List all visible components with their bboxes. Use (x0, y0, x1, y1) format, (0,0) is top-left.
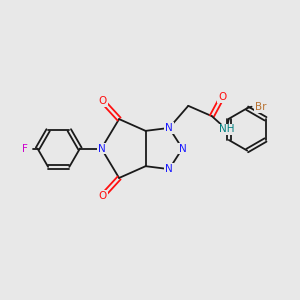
Text: O: O (99, 190, 107, 201)
Text: O: O (218, 92, 226, 102)
Text: N: N (165, 123, 173, 133)
Text: Br: Br (255, 102, 266, 112)
Text: N: N (178, 143, 186, 154)
Text: NH: NH (219, 124, 234, 134)
Text: N: N (165, 164, 173, 174)
Text: N: N (98, 143, 105, 154)
Text: O: O (99, 96, 107, 106)
Text: F: F (22, 143, 28, 154)
